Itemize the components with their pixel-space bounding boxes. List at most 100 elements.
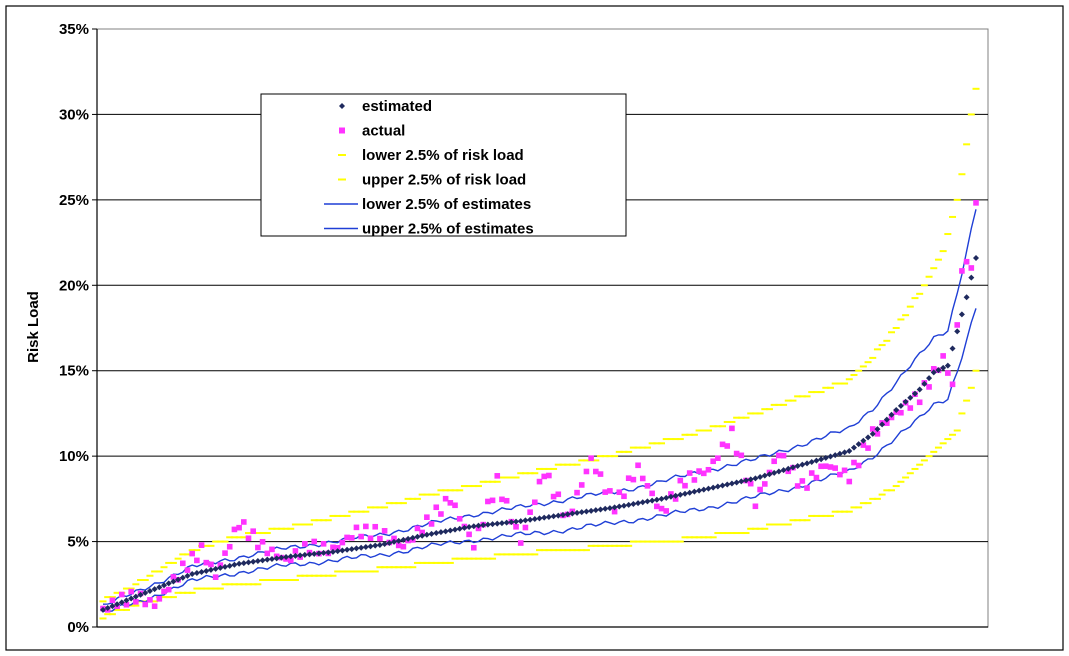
estimated-point bbox=[522, 517, 529, 524]
actual-point bbox=[456, 515, 463, 522]
estimated-point bbox=[184, 572, 191, 579]
series-upper-estimates bbox=[102, 209, 977, 605]
actual-point bbox=[330, 544, 336, 551]
estimated-point bbox=[958, 311, 965, 318]
actual-point bbox=[794, 483, 801, 489]
actual-point bbox=[189, 550, 195, 557]
estimated-point bbox=[766, 471, 773, 478]
estimated-point bbox=[855, 441, 862, 448]
estimated-point bbox=[879, 421, 886, 428]
actual-point bbox=[719, 441, 726, 448]
estimated-point bbox=[672, 492, 679, 499]
estimated-point bbox=[550, 513, 557, 520]
actual-point bbox=[602, 489, 609, 495]
estimated-point bbox=[611, 504, 618, 511]
estimated-point bbox=[109, 603, 116, 610]
estimated-point bbox=[132, 593, 139, 600]
estimated-point bbox=[367, 543, 374, 550]
estimated-point bbox=[452, 526, 459, 533]
estimated-point bbox=[475, 522, 482, 529]
estimated-point bbox=[663, 494, 670, 501]
actual-point bbox=[733, 450, 740, 457]
legend-item: lower 2.5% of risk load bbox=[338, 147, 524, 164]
actual-point bbox=[639, 475, 646, 482]
estimated-point bbox=[832, 452, 839, 459]
estimated-point bbox=[517, 518, 524, 525]
estimated-point bbox=[935, 367, 942, 374]
actual-point bbox=[705, 466, 712, 473]
actual-point bbox=[588, 455, 594, 461]
actual-point bbox=[644, 483, 651, 489]
estimated-point bbox=[175, 576, 182, 583]
actual-point bbox=[630, 476, 637, 483]
estimated-point bbox=[644, 498, 651, 505]
estimated-point bbox=[907, 394, 914, 401]
actual-point bbox=[550, 493, 557, 500]
estimated-point bbox=[123, 597, 130, 604]
actual-point bbox=[334, 545, 341, 551]
actual-point bbox=[804, 485, 810, 491]
estimated-point bbox=[170, 578, 177, 585]
actual-point bbox=[400, 543, 407, 550]
actual-point bbox=[949, 381, 956, 388]
actual-point bbox=[729, 425, 735, 432]
actual-point bbox=[395, 542, 402, 549]
estimated-point bbox=[686, 489, 693, 496]
actual-point bbox=[494, 473, 501, 479]
actual-point bbox=[677, 477, 684, 484]
estimated-point bbox=[405, 535, 412, 542]
estimated-point bbox=[334, 548, 341, 555]
estimated-point bbox=[705, 485, 712, 492]
actual-point bbox=[597, 471, 604, 477]
estimated-point bbox=[916, 386, 923, 393]
estimated-point bbox=[710, 484, 717, 491]
estimated-point bbox=[714, 483, 721, 490]
estimated-point bbox=[804, 460, 811, 467]
actual-point bbox=[823, 463, 829, 469]
estimated-point bbox=[808, 458, 815, 465]
actual-point bbox=[259, 538, 266, 545]
estimated-point bbox=[161, 582, 168, 589]
estimated-point bbox=[639, 499, 646, 506]
actual-point bbox=[776, 452, 782, 459]
estimated-point bbox=[461, 524, 468, 531]
actual-point bbox=[907, 405, 914, 411]
estimated-point bbox=[198, 568, 205, 575]
estimated-point bbox=[484, 521, 491, 528]
estimated-point bbox=[752, 475, 759, 482]
estimated-point bbox=[733, 479, 740, 486]
estimated-point bbox=[433, 530, 440, 537]
legend-label: lower 2.5% of risk load bbox=[362, 147, 524, 164]
actual-point bbox=[593, 468, 599, 475]
estimated-point bbox=[240, 560, 247, 567]
estimated-point bbox=[761, 472, 768, 479]
estimated-point bbox=[391, 538, 397, 545]
estimated-point bbox=[217, 564, 224, 571]
actual-point bbox=[724, 443, 731, 449]
estimated-point bbox=[437, 529, 444, 536]
estimated-point bbox=[771, 469, 778, 476]
estimated-point bbox=[306, 551, 313, 558]
actual-point bbox=[226, 543, 233, 550]
estimated-point bbox=[193, 570, 200, 577]
estimated-point bbox=[207, 566, 214, 573]
actual-point bbox=[428, 521, 435, 527]
estimated-point bbox=[794, 463, 801, 470]
estimated-point bbox=[574, 509, 581, 516]
actual-point bbox=[696, 468, 702, 474]
estimated-point bbox=[667, 493, 674, 500]
estimated-point bbox=[358, 544, 365, 551]
actual-point bbox=[780, 452, 787, 459]
estimated-point bbox=[315, 550, 322, 557]
actual-point bbox=[452, 502, 458, 509]
actual-point bbox=[968, 265, 975, 271]
estimated-point bbox=[273, 555, 280, 562]
estimated-point bbox=[911, 390, 918, 397]
legend-marker bbox=[339, 127, 345, 134]
estimated-point bbox=[362, 544, 369, 551]
estimated-point bbox=[508, 519, 515, 526]
actual-point bbox=[147, 597, 153, 603]
series-layer bbox=[99, 87, 980, 620]
actual-point bbox=[203, 559, 210, 566]
actual-point bbox=[194, 557, 200, 564]
